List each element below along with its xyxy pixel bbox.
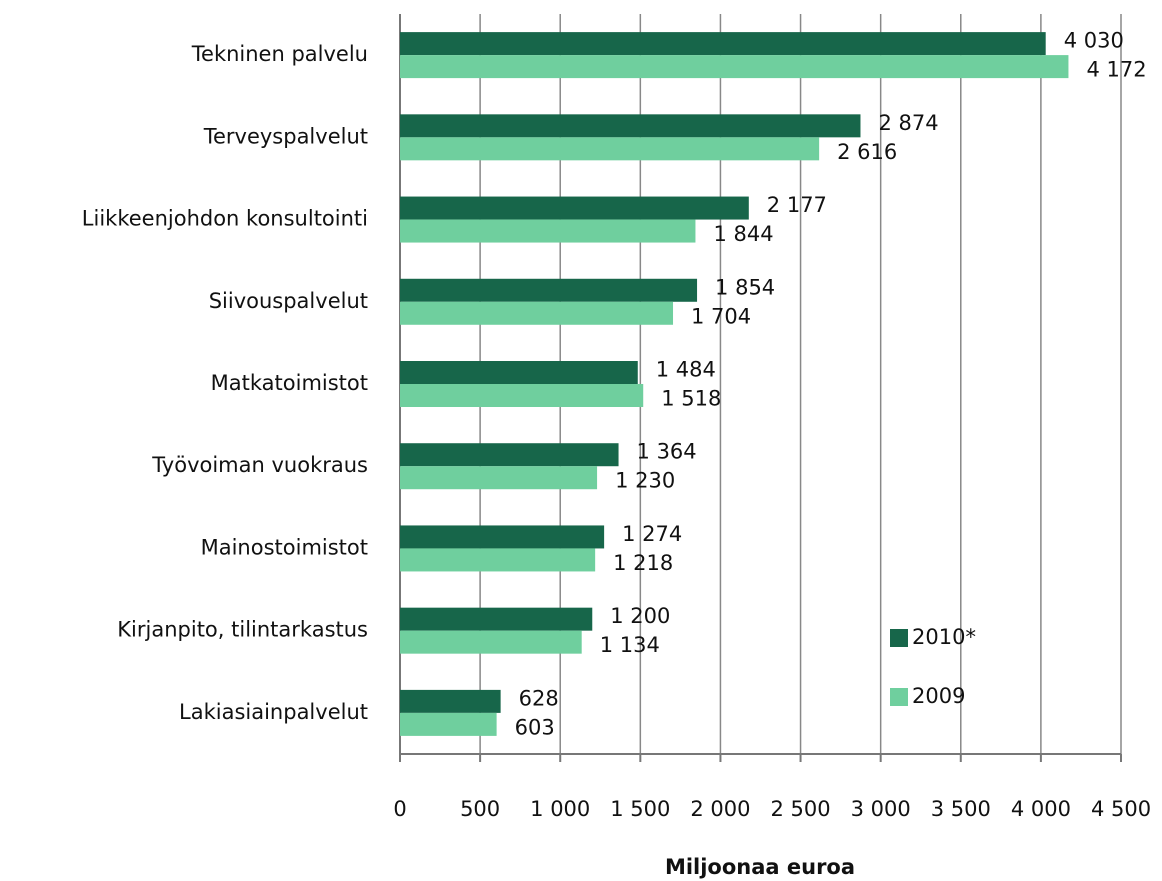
x-tick-label: 4 500 [1091, 797, 1151, 821]
x-tick-label: 2 000 [690, 797, 750, 821]
bar [400, 219, 696, 243]
value-label: 2 874 [878, 111, 938, 135]
y-tick-label: Lakiasiainpalvelut [179, 700, 368, 724]
y-tick-label: Työvoiman vuokraus [151, 453, 368, 477]
legend-swatch [890, 629, 908, 647]
value-label: 1 274 [622, 522, 682, 546]
value-label: 1 218 [613, 551, 673, 575]
value-label: 1 200 [610, 604, 670, 628]
bar [400, 196, 749, 220]
value-label: 1 854 [715, 275, 775, 299]
bar [400, 525, 605, 549]
x-tick-label: 4 000 [1011, 797, 1071, 821]
bar [400, 384, 644, 407]
x-tick-label: 0 [393, 797, 406, 821]
x-tick-label: 3 500 [931, 797, 991, 821]
value-label: 1 484 [656, 358, 716, 382]
bar [400, 278, 698, 302]
bar [400, 361, 638, 384]
value-label: 2 177 [767, 193, 827, 217]
bar [400, 55, 1069, 79]
x-tick-label: 3 000 [851, 797, 911, 821]
bar [400, 32, 1046, 56]
value-label: 1 518 [661, 387, 721, 411]
x-tick-label: 1 500 [610, 797, 670, 821]
value-label: 628 [519, 686, 559, 710]
bar [400, 137, 820, 161]
value-label: 1 134 [600, 633, 660, 657]
value-label: 1 364 [637, 440, 697, 464]
bar [400, 466, 598, 490]
value-label: 1 704 [691, 304, 751, 328]
value-label: 603 [515, 715, 555, 739]
y-tick-label: Kirjanpito, tilintarkastus [117, 618, 368, 642]
bar [400, 114, 861, 138]
y-tick-label: Mainostoimistot [201, 535, 368, 559]
legend-label: 2010* [912, 625, 976, 649]
bar [400, 548, 596, 572]
y-tick-label: Liikkeenjohdon konsultointi [82, 207, 368, 231]
bar [400, 712, 497, 736]
legend-swatch [890, 688, 908, 706]
legend-label: 2009 [912, 684, 965, 708]
bar [400, 301, 674, 325]
x-tick-label: 1 000 [530, 797, 590, 821]
bar [400, 689, 501, 713]
y-tick-label: Siivouspalvelut [209, 289, 368, 313]
bar [400, 443, 619, 467]
value-label: 1 230 [615, 469, 675, 493]
value-label: 4 172 [1086, 58, 1146, 82]
value-label: 4 030 [1064, 29, 1124, 53]
value-label: 1 844 [713, 222, 773, 246]
bar [400, 607, 593, 631]
y-tick-label: Tekninen palvelu [191, 42, 368, 66]
bar [400, 630, 582, 654]
x-tick-label: 2 500 [770, 797, 830, 821]
y-tick-label: Terveyspalvelut [203, 124, 368, 148]
x-tick-label: 500 [460, 797, 500, 821]
x-axis-label: Miljoonaa euroa [665, 855, 855, 879]
y-tick-label: Matkatoimistot [211, 371, 368, 395]
value-label: 2 616 [837, 140, 897, 164]
